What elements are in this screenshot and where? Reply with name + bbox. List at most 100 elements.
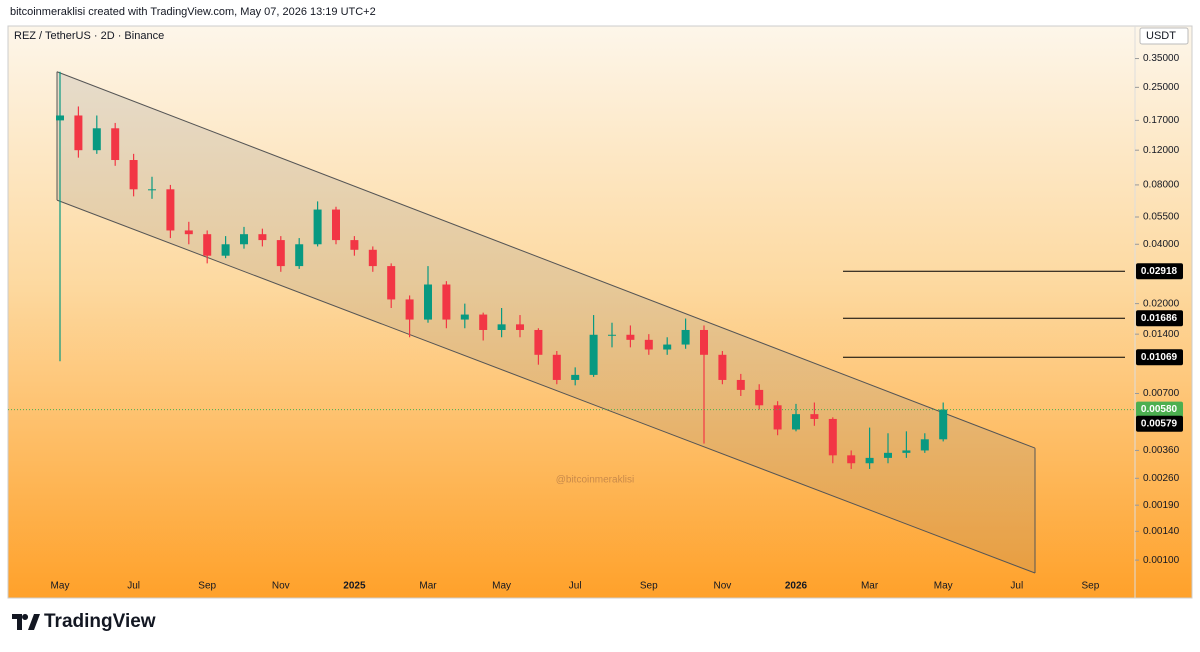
candle-body <box>681 329 690 345</box>
header: bitcoinmeraklisi created with TradingVie… <box>10 6 376 18</box>
candle-body <box>755 389 764 406</box>
candle-body <box>736 379 745 390</box>
candle-body <box>847 455 856 464</box>
candle-body <box>350 240 359 250</box>
y-tick-label: 0.00260 <box>1143 473 1180 484</box>
y-tick-label: 0.04000 <box>1143 239 1180 250</box>
x-tick-label: Sep <box>198 581 216 592</box>
y-tick-label: 0.02000 <box>1143 298 1180 309</box>
y-tick-label: 0.00100 <box>1143 555 1180 566</box>
candle-body <box>644 339 653 350</box>
price-label: 0.00579 <box>1141 418 1178 429</box>
candle-body <box>313 209 322 245</box>
tv-logo <box>12 614 40 630</box>
candle-body <box>792 414 800 430</box>
candle-body <box>387 266 396 300</box>
unit-box <box>1139 27 1189 45</box>
candle-body <box>884 452 892 458</box>
x-tick-label: Nov <box>714 581 732 592</box>
channel-upper <box>56 71 1036 449</box>
candle-body <box>718 354 727 380</box>
symbol-title: REZ / TetherUS · 2D · Binance <box>14 30 164 42</box>
y-tick-label: 0.01400 <box>1143 329 1180 340</box>
y-tick-label: 0.08000 <box>1143 180 1180 191</box>
y-tick-label: 0.00360 <box>1143 445 1180 456</box>
candle-body <box>810 414 819 419</box>
x-tick-label: Jul <box>1010 581 1023 592</box>
x-tick-label: May <box>934 581 953 592</box>
level-label: 0.01686 <box>1141 313 1178 324</box>
candle-body <box>626 334 635 340</box>
candle-body <box>534 329 543 355</box>
watermark: @bitcoinmeraklisi <box>556 475 635 486</box>
x-tick-label: 2025 <box>343 581 366 592</box>
x-tick-label: Mar <box>419 581 437 592</box>
x-tick-label: Mar <box>861 581 879 592</box>
candle-body <box>497 324 506 330</box>
level-label: 0.01069 <box>1141 352 1178 363</box>
logo-text: TradingView <box>44 611 156 632</box>
candle-body <box>920 439 929 451</box>
y-unit: USDT <box>1146 30 1176 42</box>
y-tick-label: 0.05500 <box>1143 212 1180 223</box>
candle-body <box>240 234 248 245</box>
candle-body <box>295 244 304 267</box>
candle-body <box>129 160 138 190</box>
y-tick-label: 0.00140 <box>1143 526 1180 537</box>
candle-body <box>460 314 469 320</box>
candle-body <box>111 128 120 161</box>
candle-body <box>589 334 598 375</box>
y-tick-label: 0.25000 <box>1143 82 1180 93</box>
candle-body <box>74 115 83 151</box>
x-tick-label: Sep <box>640 581 658 592</box>
candle-body <box>828 418 837 456</box>
y-tick-label: 0.17000 <box>1143 115 1180 126</box>
channel-lower <box>56 199 1036 574</box>
candle-body <box>424 284 432 320</box>
candle-body <box>276 240 285 267</box>
candle-body <box>663 344 672 350</box>
x-tick-label: Jul <box>127 581 140 592</box>
candle-body <box>166 189 175 231</box>
channel-fill <box>57 71 1035 574</box>
candle-body <box>442 284 451 320</box>
y-tick-label: 0.00700 <box>1143 388 1180 399</box>
candle-body <box>773 405 782 430</box>
candle-body <box>92 128 101 151</box>
price-label-box <box>1136 415 1183 432</box>
candle-body <box>700 329 708 355</box>
candle-body <box>608 334 616 336</box>
y-tick-label: 0.12000 <box>1143 145 1180 156</box>
x-tick-label: May <box>51 581 70 592</box>
x-tick-label: Sep <box>1082 581 1100 592</box>
candle-body <box>332 209 340 241</box>
candle-body <box>56 115 64 121</box>
candle-body <box>865 457 874 464</box>
candle-body <box>939 409 948 440</box>
level-label-box <box>1136 310 1183 327</box>
level-label-box <box>1136 349 1183 366</box>
candle-body <box>203 234 212 256</box>
candle-body <box>368 249 377 267</box>
candle-body <box>516 324 524 330</box>
candle-body <box>221 244 230 256</box>
y-tick-label: 0.35000 <box>1143 53 1180 64</box>
x-tick-label: 2026 <box>785 581 808 592</box>
price-label: 0.00580 <box>1141 404 1178 415</box>
candle-body <box>405 299 414 320</box>
level-label-box <box>1136 263 1183 280</box>
candle-body <box>184 230 193 235</box>
x-tick-label: Nov <box>272 581 290 592</box>
candle-body <box>552 354 561 380</box>
candle-body <box>902 450 911 453</box>
candle-body <box>258 234 267 241</box>
x-tick-label: Jul <box>569 581 582 592</box>
candle-body <box>479 314 488 330</box>
price-label-box <box>1136 401 1183 418</box>
candle-body <box>571 374 580 380</box>
x-tick-label: May <box>492 581 511 592</box>
level-label: 0.02918 <box>1141 266 1178 277</box>
plot-background <box>7 25 1193 599</box>
